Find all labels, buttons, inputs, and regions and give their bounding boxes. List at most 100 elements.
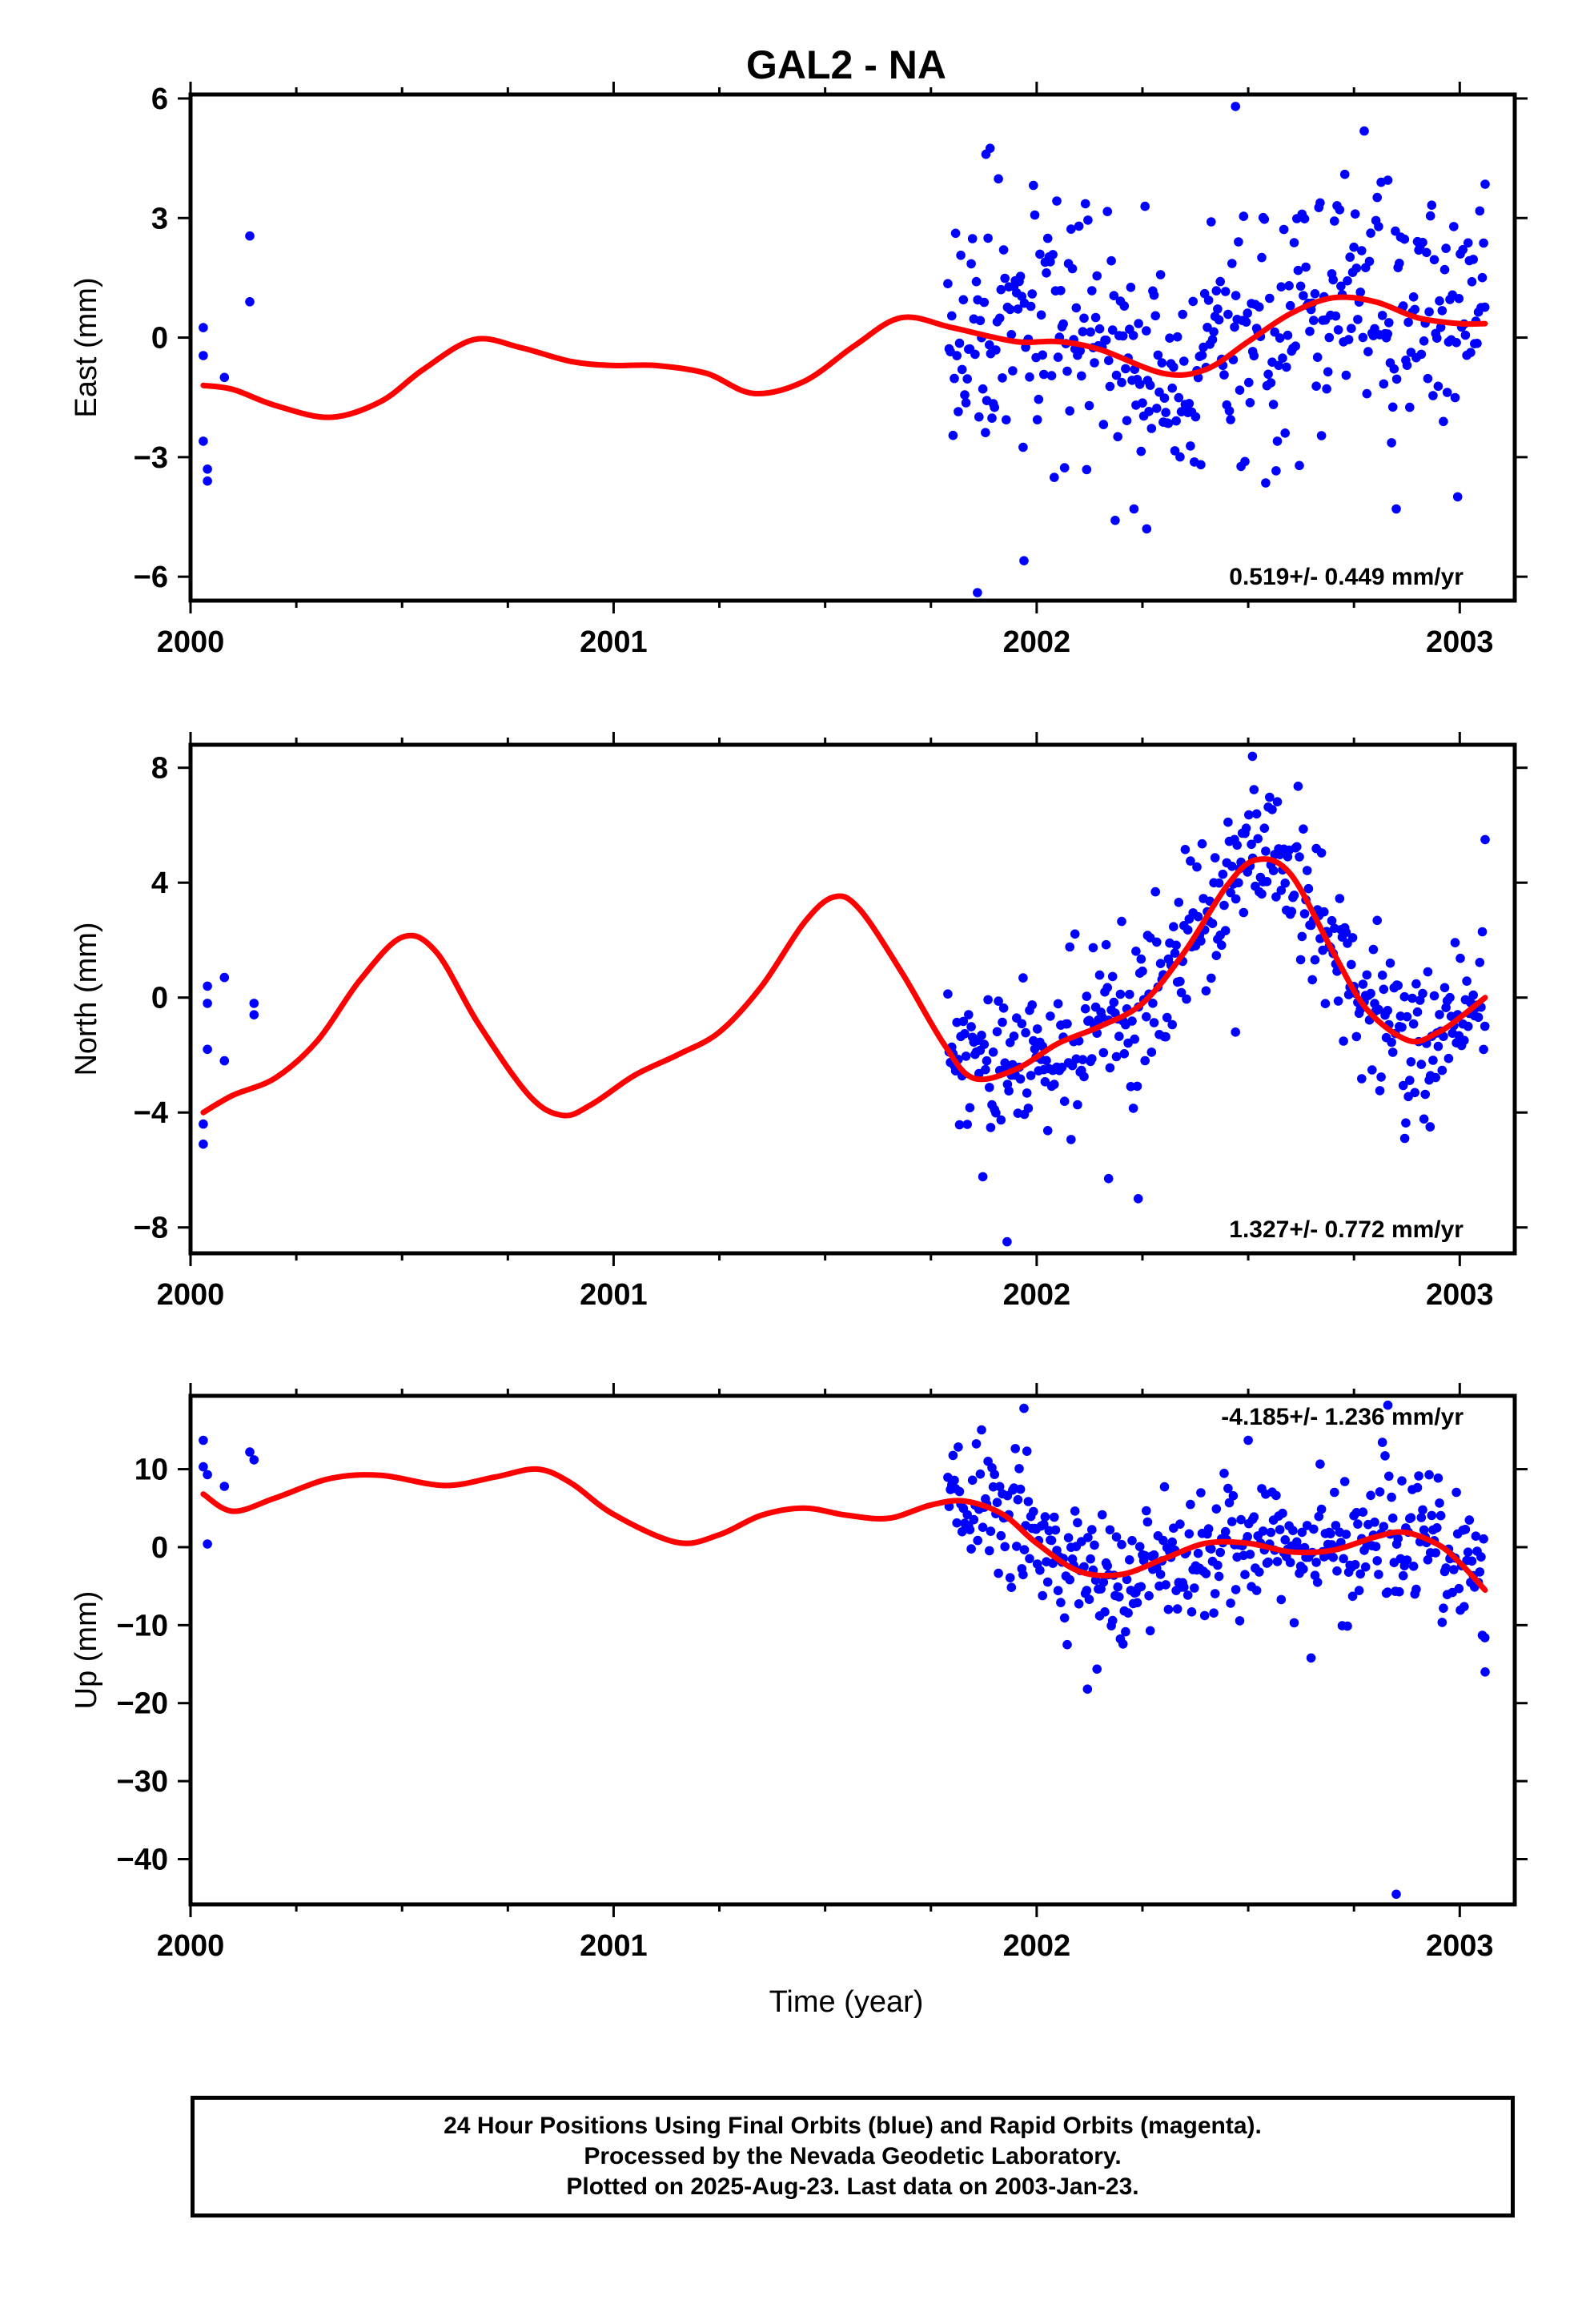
data-point — [1432, 1523, 1442, 1533]
data-point — [1280, 1535, 1290, 1545]
data-point — [1184, 399, 1195, 408]
x-tick-label: 2000 — [157, 625, 225, 659]
data-point — [1479, 1044, 1488, 1055]
data-point — [967, 234, 978, 243]
data-point — [1372, 192, 1382, 203]
data-point — [1220, 1526, 1231, 1537]
data-point — [1214, 315, 1224, 325]
data-point — [1306, 1653, 1316, 1663]
data-point — [1435, 323, 1446, 332]
data-point — [1358, 979, 1368, 989]
data-point — [1328, 1552, 1338, 1562]
data-point — [1179, 356, 1189, 366]
data-point — [1157, 358, 1167, 368]
data-point — [1435, 1498, 1444, 1508]
data-point — [1402, 1011, 1412, 1022]
data-point — [1232, 840, 1242, 850]
data-point — [1408, 292, 1419, 302]
panel-east: 2000 2001 2002 2003 6 3 0 −3 −6 East (mm) 0.519+/-… — [70, 82, 1528, 659]
data-point — [1128, 1104, 1138, 1113]
data-point — [1006, 1582, 1017, 1592]
data-point — [1407, 993, 1417, 1003]
data-point — [1105, 381, 1115, 392]
data-point — [975, 316, 986, 326]
data-point — [1272, 436, 1283, 446]
data-point — [1241, 317, 1251, 327]
plot-frame — [188, 742, 1517, 1256]
data-point — [1027, 289, 1037, 299]
data-point — [988, 1047, 998, 1057]
data-point — [1330, 1487, 1339, 1498]
data-point — [962, 1510, 972, 1520]
footer-line-2: Processed by the Nevada Geodetic Laborat… — [584, 2143, 1122, 2169]
model-fit-line — [200, 1466, 1488, 1593]
data-point — [1230, 322, 1239, 332]
data-point — [1172, 332, 1182, 342]
data-point — [1295, 852, 1304, 862]
data-point — [1123, 1608, 1133, 1618]
data-point — [966, 1022, 976, 1031]
data-point — [1449, 1565, 1459, 1574]
data-point — [1439, 983, 1450, 993]
data-point — [1046, 257, 1055, 267]
data-point — [1479, 238, 1488, 248]
data-point — [1243, 1532, 1252, 1542]
data-point — [1255, 302, 1264, 312]
data-point — [1228, 1491, 1239, 1501]
data-point — [1471, 1531, 1481, 1541]
data-point — [998, 373, 1007, 383]
data-point — [1333, 325, 1343, 335]
data-point — [954, 338, 965, 348]
data-point — [1127, 1536, 1137, 1546]
data-point — [1362, 388, 1372, 399]
data-point — [1462, 976, 1472, 986]
data-point — [1227, 1517, 1237, 1526]
data-point — [1146, 1047, 1157, 1057]
data-point — [1142, 1011, 1151, 1022]
data-point — [1136, 954, 1146, 964]
data-point — [1119, 301, 1130, 311]
data-point — [1383, 1587, 1392, 1597]
rate-label: 0.519+/- 0.449 mm/yr — [1229, 564, 1464, 590]
data-point — [1364, 256, 1375, 267]
data-point — [245, 297, 255, 307]
data-point — [1341, 370, 1351, 380]
y-tick-label: 4 — [151, 866, 168, 900]
panel-north: 2000 2001 2002 2003 8 4 0 −4 −8 North (mm) 1.327+/… — [70, 732, 1528, 1312]
data-point — [1259, 215, 1270, 224]
data-point — [1261, 478, 1271, 488]
data-point — [981, 428, 990, 437]
data-point — [1040, 1512, 1050, 1522]
data-point — [965, 1525, 975, 1534]
data-point — [199, 351, 208, 360]
data-point — [1086, 1554, 1095, 1564]
data-point — [1193, 911, 1203, 922]
data-point — [1480, 834, 1490, 845]
data-point — [1223, 1483, 1233, 1494]
y-axis-title: East (mm) — [70, 277, 103, 417]
data-point — [1080, 199, 1090, 209]
data-point — [1129, 504, 1139, 514]
data-point — [1201, 986, 1211, 996]
data-point — [1411, 979, 1421, 989]
model-fit-line — [200, 294, 1488, 420]
data-point — [1191, 412, 1201, 422]
data-point — [1114, 1592, 1124, 1602]
data-point — [1285, 300, 1295, 311]
data-point — [1240, 456, 1250, 467]
data-point — [1163, 418, 1174, 428]
data-point — [1219, 370, 1229, 380]
data-point — [1213, 1560, 1223, 1570]
data-point — [1395, 259, 1404, 268]
data-point — [1066, 224, 1076, 234]
data-point — [1276, 886, 1287, 895]
data-point — [1207, 217, 1216, 227]
data-point — [1460, 1602, 1469, 1611]
data-point — [1111, 370, 1122, 380]
data-point — [966, 259, 976, 269]
data-point — [1159, 1482, 1170, 1492]
data-point — [1395, 1586, 1404, 1597]
data-point — [1122, 416, 1132, 425]
data-point — [1008, 366, 1018, 376]
